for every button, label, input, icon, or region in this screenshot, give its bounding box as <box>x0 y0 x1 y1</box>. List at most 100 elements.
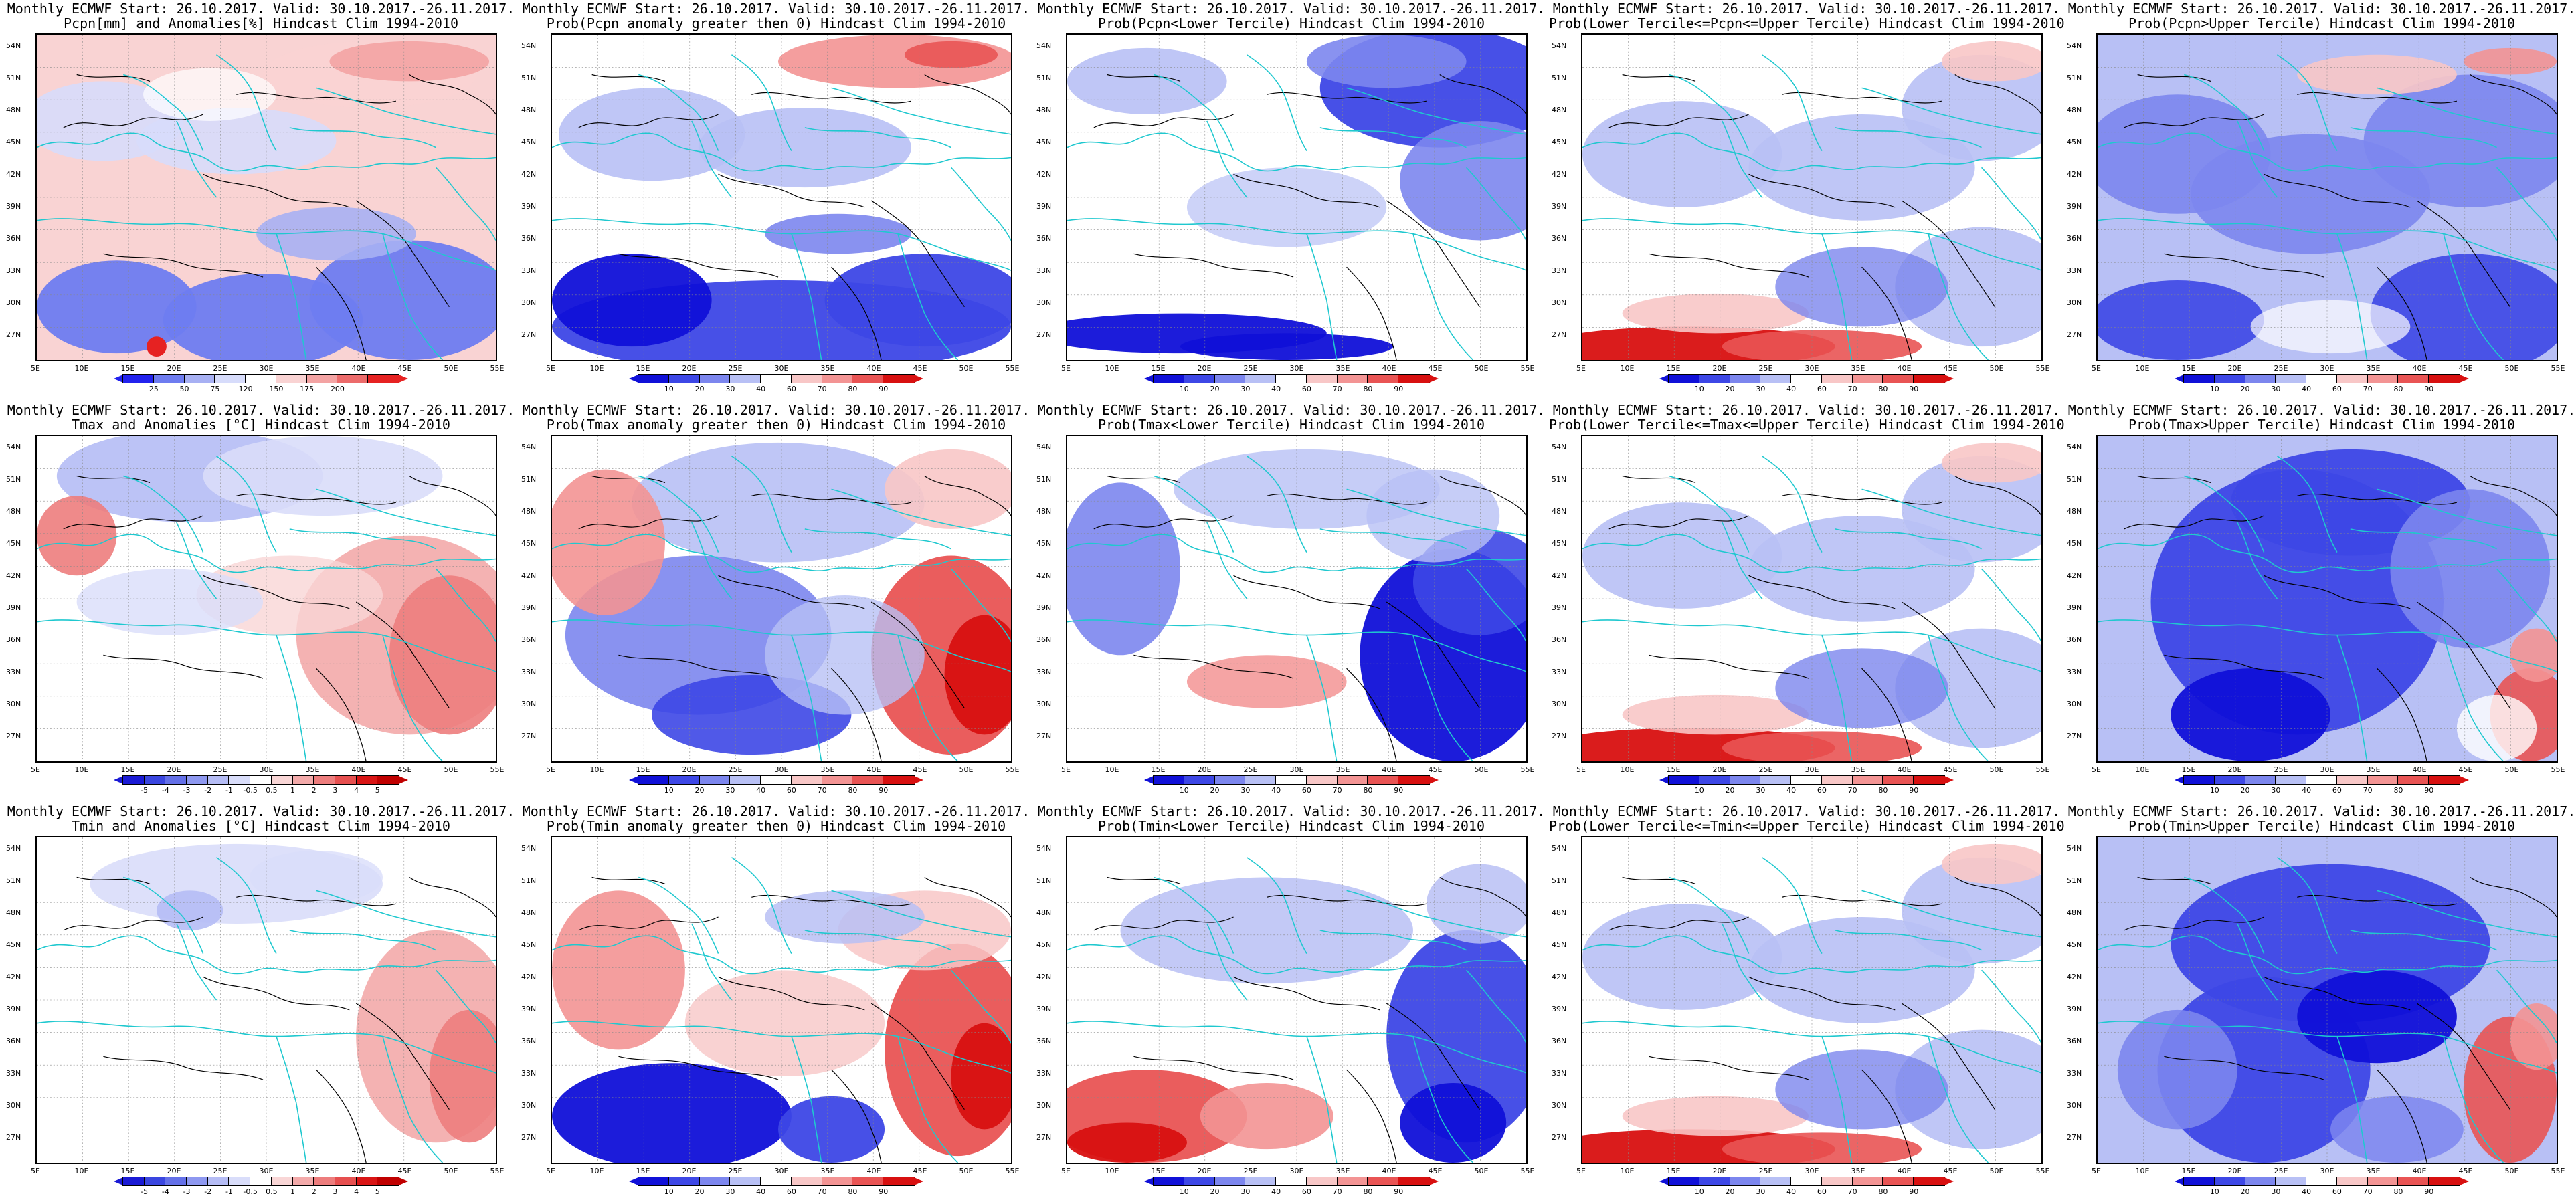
lat-tick-label: 39N <box>1552 603 1567 612</box>
lat-tick-label: 33N <box>1552 668 1567 676</box>
climatology-contour <box>203 575 350 609</box>
lat-tick-label: 54N <box>2067 443 2082 452</box>
colorbar-segment <box>760 374 792 383</box>
climatology-contour <box>2470 476 2557 516</box>
colorbar-segment <box>821 1177 854 1186</box>
colorbar-segment <box>821 374 854 383</box>
lon-tick-label: 15E <box>2181 1167 2196 1175</box>
colorbar-segment <box>668 1177 701 1186</box>
map-frame <box>1581 435 2043 763</box>
coastline-border <box>1582 619 2041 672</box>
colorbar-segment <box>2336 775 2369 785</box>
lon-tick-label: 30E <box>1805 1167 1819 1175</box>
colorbar-segment <box>2336 1177 2369 1186</box>
colorbar-tick-label: 80 <box>848 786 858 795</box>
colorbar-segment <box>852 374 885 383</box>
shaded-anomaly-region <box>1120 877 1413 984</box>
map-title-line1: Monthly ECMWF Start: 26.10.2017. Valid: … <box>7 1 515 17</box>
coastline-border <box>435 568 496 642</box>
colorbar-segment <box>122 1177 145 1186</box>
colorbar-tick-label: 30 <box>2271 786 2281 795</box>
colorbar-segment <box>2244 374 2277 383</box>
colorbar-tick-label: 0.5 <box>266 786 278 795</box>
colorbar-segment <box>186 1177 209 1186</box>
coastline-border <box>791 1036 822 1163</box>
colorbar-segment <box>2183 1177 2215 1186</box>
lon-tick-label: 30E <box>259 364 274 373</box>
colorbar-tick-label: -1 <box>225 786 233 795</box>
colorbar-tick-label: 2 <box>311 786 316 795</box>
coastline-border <box>1722 923 1763 1001</box>
map-title-line2: Prob(Tmax anomaly greater then 0) Hindca… <box>546 417 1006 433</box>
lon-tick-label: 50E <box>959 364 974 373</box>
colorbar-segment <box>122 775 145 785</box>
colorbar-segment <box>1398 775 1431 785</box>
lat-tick-label: 51N <box>521 74 537 82</box>
colorbar-tick-label: 30 <box>2271 385 2281 393</box>
colorbar-tick-label: 10 <box>1694 385 1704 393</box>
lon-tick-label: 50E <box>1474 765 1489 774</box>
colorbar-tick-label: 90 <box>2424 385 2434 393</box>
colorbar-labels: 10 20 30 40 60 70 80 90 <box>1144 786 1439 795</box>
colorbar-segment <box>2306 1177 2338 1186</box>
map-field <box>37 837 496 1163</box>
shaded-anomaly-region <box>885 449 1011 529</box>
colorbar-high-arrow <box>914 1177 924 1185</box>
coastline-border <box>831 488 1011 536</box>
climatology-contour <box>1782 894 1942 906</box>
lon-tick-label: 40E <box>351 765 366 774</box>
shaded-anomaly-region <box>1200 1082 1333 1150</box>
map-frame <box>35 836 497 1164</box>
shaded-anomaly-region <box>1941 843 2041 884</box>
shaded-anomaly-region <box>1775 1049 1948 1130</box>
lon-tick-label: 45E <box>397 1167 412 1175</box>
coastline-border <box>804 528 951 550</box>
map-panel: Monthly ECMWF Start: 26.10.2017. Valid: … <box>3 401 519 803</box>
lat-tick-label: 48N <box>6 908 21 917</box>
colorbar-tick-label: -2 <box>204 786 212 795</box>
lat-tick-label: 48N <box>521 507 537 516</box>
lon-tick-label: 50E <box>2504 1167 2519 1175</box>
coastline-border <box>2184 876 2265 954</box>
lat-tick-label: 42N <box>1552 973 1567 981</box>
colorbar-tick-label: 70 <box>1847 1187 1857 1196</box>
colorbar-tick-label: 80 <box>1878 385 1888 393</box>
colorbar-tick-label: -1 <box>225 1187 233 1196</box>
colorbar-tick-label: 1 <box>290 786 296 795</box>
colorbar-tick-label: 75 <box>210 385 220 393</box>
lon-tick-label: 5E <box>1576 364 1586 373</box>
coastline-border <box>37 132 496 172</box>
lon-tick-label: 20E <box>1712 364 1727 373</box>
colorbar-tick-label: 90 <box>1909 385 1919 393</box>
lon-tick-label: 45E <box>2458 364 2473 373</box>
lat-tick-label: 39N <box>6 1005 21 1013</box>
lon-tick-label: 40E <box>1897 765 1912 774</box>
lat-tick-label: 54N <box>521 41 537 50</box>
colorbar-labels: 10 20 30 40 60 70 80 90 <box>1659 385 1954 394</box>
lat-tick-label: 54N <box>1552 844 1567 853</box>
shaded-anomaly-region <box>1366 469 1500 563</box>
colorbar-labels: 10 20 30 40 60 70 80 90 <box>2175 786 2469 795</box>
colorbar-tick-label: 70 <box>817 1187 827 1196</box>
lat-tick-label: 45N <box>2067 138 2082 146</box>
climatology-contour <box>751 894 912 906</box>
climatology-contour <box>1439 74 1526 115</box>
lat-tick-label: 51N <box>1552 475 1567 484</box>
map-frame <box>1066 435 1528 763</box>
lon-tick-label: 35E <box>305 364 320 373</box>
coastline-border <box>1067 935 1526 975</box>
shaded-anomaly-region <box>1622 1096 1809 1136</box>
lon-tick-label: 40E <box>2412 1167 2427 1175</box>
coastline-border <box>1761 857 1823 954</box>
map-panel: Monthly ECMWF Start: 26.10.2017. Valid: … <box>3 803 519 1204</box>
colorbar-tick-label: 90 <box>879 385 889 393</box>
lat-tick-label: 45N <box>1036 539 1052 548</box>
lon-tick-label: 50E <box>2504 364 2519 373</box>
colorbar-segment <box>207 1177 230 1186</box>
colorbar-tick-label: 90 <box>1394 1187 1404 1196</box>
lon-tick-label: 45E <box>1943 765 1958 774</box>
lat-tick-label: 42N <box>521 973 537 981</box>
climatology-contour <box>2416 1003 2510 1110</box>
colorbar-tick-label: 10 <box>1694 786 1704 795</box>
climatology-contour <box>355 200 450 307</box>
